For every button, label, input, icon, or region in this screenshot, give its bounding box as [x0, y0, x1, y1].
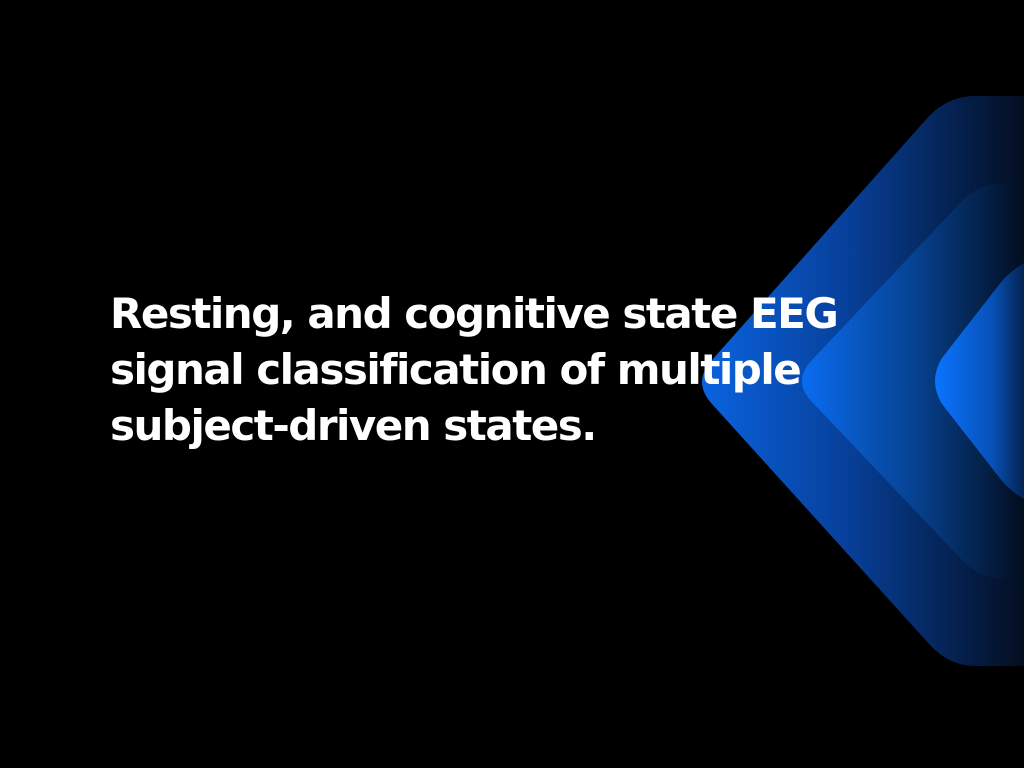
chevron-inner [935, 263, 1024, 499]
slide-title: Resting, and cognitive state EEG signal … [110, 289, 839, 450]
chevron-middle [802, 183, 1024, 579]
